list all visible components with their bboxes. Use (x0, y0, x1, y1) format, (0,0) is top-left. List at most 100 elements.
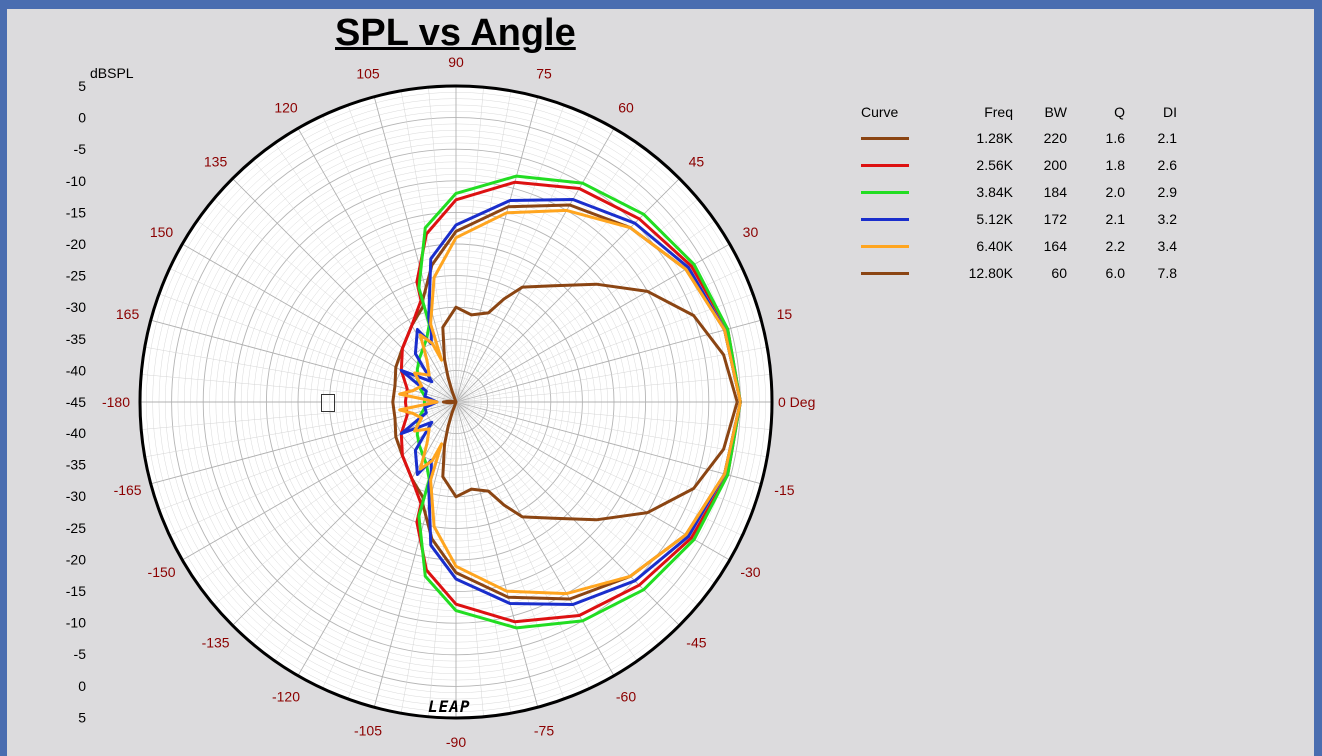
legend-bw: 172 (1043, 210, 1067, 227)
grid-spoke (150, 401, 457, 485)
radial-tick-label: 5 (78, 78, 86, 94)
angle-label: -45 (686, 634, 706, 650)
radial-tick-label: -40 (66, 362, 86, 378)
grid-spoke (141, 374, 457, 403)
legend-di: 2.6 (1157, 156, 1177, 173)
legend-q: 2.1 (1105, 210, 1125, 227)
grid-spoke (455, 401, 638, 661)
series-curve-3 (415, 174, 742, 630)
grid-spoke (322, 115, 457, 403)
legend-q: 2.2 (1105, 237, 1125, 254)
grid-spoke (455, 401, 699, 606)
legend-header-di: DI (1163, 104, 1177, 120)
legend-bw: 60 (1051, 264, 1067, 281)
angle-label: 105 (356, 66, 380, 82)
legend-header-freq: Freq (984, 104, 1013, 120)
grid-spoke (400, 90, 457, 403)
grid-spoke (455, 401, 539, 708)
legend-freq: 1.28K (976, 129, 1013, 146)
grid-spoke (455, 401, 743, 536)
grid-spoke (455, 96, 539, 403)
angle-label: -15 (774, 482, 794, 498)
legend-header-curve: Curve (861, 104, 899, 120)
angle-label: -90 (446, 734, 466, 750)
legend-line-swatch (861, 245, 909, 249)
polar-curves (391, 174, 742, 630)
legend-row: 1.28K 220 1.6 2.1 (855, 124, 1177, 151)
legend-swatch (855, 259, 931, 286)
angle-label: 30 (743, 224, 759, 240)
angle-label: -180 (102, 394, 130, 410)
grid-spoke (322, 401, 457, 689)
grid-spoke (455, 198, 699, 403)
legend-rows: 1.28K 220 1.6 2.1 2.56K 200 1.8 2.6 3.84K 184 2.0 2… (855, 124, 1177, 286)
angle-label: 60 (618, 100, 634, 116)
radial-tick-label: -25 (66, 520, 86, 536)
angle-label: -60 (616, 688, 636, 704)
grid-spoke (150, 319, 457, 403)
legend-q: 1.6 (1105, 129, 1125, 146)
grid-spoke (141, 401, 457, 430)
radial-tick-label: -35 (66, 457, 86, 473)
grid-spoke (213, 401, 457, 606)
grid-spoke (455, 401, 715, 584)
legend-di: 7.8 (1157, 264, 1177, 281)
legend-line-swatch (861, 191, 909, 195)
legend-di: 3.2 (1157, 210, 1177, 227)
series-curve-5 (398, 208, 742, 596)
grid-spoke (182, 243, 457, 403)
radial-tick-label: 0 (78, 110, 86, 126)
legend-row: 6.40K 164 2.2 3.4 (855, 232, 1177, 259)
angle-label: 0 Deg (778, 394, 815, 410)
grid-spoke (455, 143, 638, 403)
plot-outer-ring (138, 84, 774, 720)
radial-tick-label: -15 (66, 583, 86, 599)
legend-header-bw: BW (1044, 104, 1067, 120)
legend-di: 2.9 (1157, 183, 1177, 200)
angle-label: -165 (114, 482, 142, 498)
grid-spoke (455, 401, 730, 561)
grid-spoke (455, 90, 512, 403)
grid-spoke (455, 401, 771, 430)
radial-tick-label: -10 (66, 173, 86, 189)
series-curve-6 (441, 282, 739, 522)
grid-spoke (455, 346, 768, 403)
legend-line-swatch (861, 164, 909, 168)
grid-spoke (455, 319, 762, 403)
radial-tick-label: -15 (66, 204, 86, 220)
legend-bw: 184 (1043, 183, 1067, 200)
legend-freq: 12.80K (968, 264, 1013, 281)
legend-line-swatch (861, 272, 909, 276)
radial-tick-label: -40 (66, 425, 86, 441)
legend-di: 2.1 (1157, 129, 1177, 146)
grid-spoke (400, 401, 457, 714)
radial-tick-label: -30 (66, 299, 86, 315)
radial-tick-label: -20 (66, 236, 86, 252)
radial-tick-label: -30 (66, 488, 86, 504)
cursor-marker[interactable] (321, 394, 335, 412)
radial-tick-label: -5 (74, 646, 87, 662)
legend-di: 3.4 (1157, 237, 1177, 254)
legend-bw: 220 (1043, 129, 1067, 146)
radial-tick-label: -5 (74, 141, 87, 157)
grid-spoke (213, 198, 457, 403)
grid-spoke (197, 401, 457, 584)
series-curve-1 (391, 203, 742, 601)
legend-row: 5.12K 172 2.1 3.2 (855, 205, 1177, 232)
radial-tick-label: 0 (78, 678, 86, 694)
grid-spoke (455, 401, 512, 714)
angle-label: 45 (689, 154, 705, 170)
radial-tick-label: -35 (66, 331, 86, 347)
legend-freq: 3.84K (976, 183, 1013, 200)
grid-spoke (455, 243, 730, 403)
grid-spoke (455, 159, 660, 403)
grid-spoke (455, 87, 484, 403)
angle-label: 150 (150, 224, 174, 240)
angle-label: 165 (116, 306, 140, 322)
chart-title: SPL vs Angle (335, 12, 576, 54)
angle-label: -105 (354, 722, 382, 738)
radial-tick-label: -20 (66, 551, 86, 567)
grid-spoke (455, 104, 565, 403)
radial-tick-label: 5 (78, 709, 86, 725)
